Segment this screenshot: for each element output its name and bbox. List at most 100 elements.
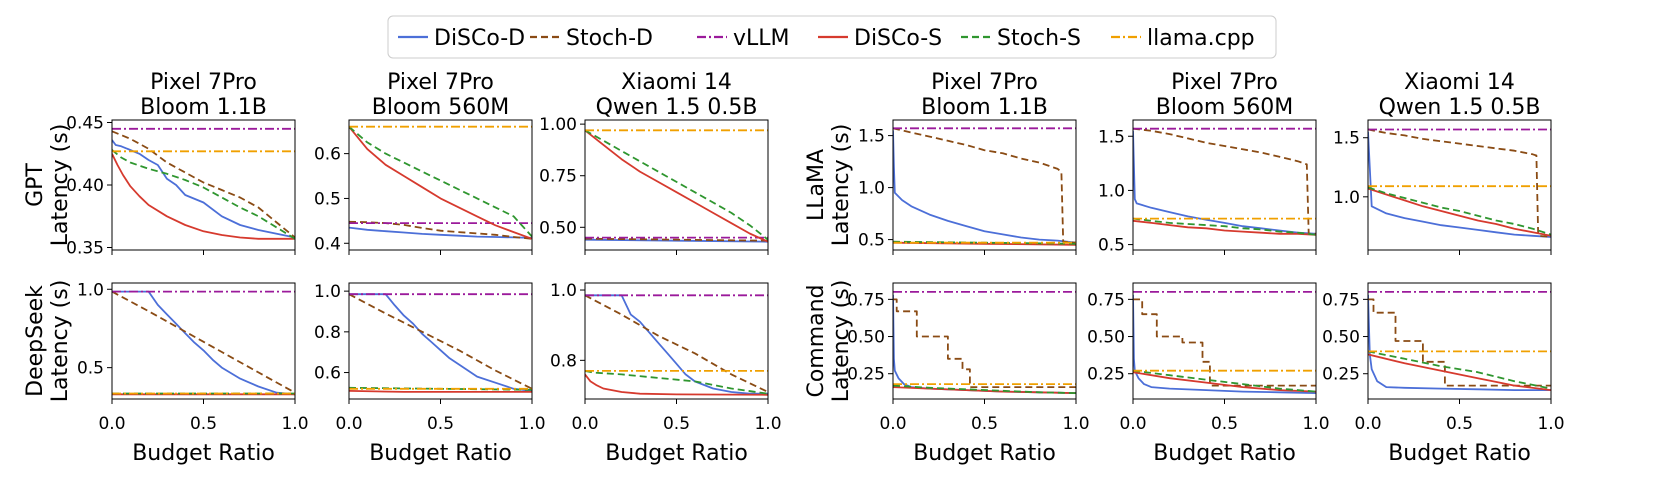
series-line-disco-s: [1133, 371, 1316, 393]
legend-label-disco-s: DiSCo-S: [854, 26, 942, 51]
panel-title: Qwen 1.5 0.5B: [1379, 95, 1541, 120]
y-tick-label: 1.0: [314, 282, 341, 302]
series-line-stoch-d: [349, 293, 532, 390]
series-line-stoch-s: [585, 129, 768, 241]
y-tick-label: 0.50: [1087, 328, 1125, 348]
panel-left-r2-c2-series: [349, 293, 532, 393]
panel-left-r2-c1: 0.5 1.0 0.0 0.5 1.0 Budget Ratio DeepSeek Laten…: [23, 280, 309, 466]
y-tick-label: 0.75: [539, 167, 577, 187]
y-tick-label: 1.5: [1333, 129, 1360, 149]
y-tick-label: 0.45: [66, 114, 104, 134]
x-tick-label: 0.5: [971, 414, 998, 434]
y-tick-label: 1.0: [1098, 181, 1125, 201]
y-tick-label: 0.75: [847, 290, 885, 310]
series-line-disco-d: [349, 293, 532, 392]
panel-right-r2-c3-series: [1368, 290, 1551, 392]
panel-right-r1-c2-series: [1133, 127, 1316, 236]
y-tick-label: 0.50: [539, 218, 577, 238]
series-line-stoch-s: [1368, 186, 1551, 236]
y-tick-label: 0.5: [1098, 236, 1125, 256]
y-tick-label: 0.75: [1322, 290, 1360, 310]
legend-item-llama-cpp: llama.cpp: [1111, 26, 1255, 51]
x-tick-label: 0.0: [335, 414, 362, 434]
series-line-disco-s: [349, 126, 532, 240]
legend-item-stoch-s: Stoch-S: [961, 26, 1081, 51]
series-line-disco-d: [893, 130, 1076, 244]
series-line-stoch-d: [112, 290, 295, 394]
x-tick-label: 0.0: [571, 414, 598, 434]
series-line-stoch-d: [349, 220, 532, 240]
series-line-disco-d: [1368, 294, 1551, 392]
panel-right-r1-c1-series: [893, 127, 1076, 246]
panel-title: Xiaomi 14: [621, 70, 732, 95]
y-axis-label: DeepSeek: [23, 285, 48, 397]
series-line-stoch-d: [893, 127, 1076, 244]
series-line-stoch-d: [585, 237, 768, 242]
x-tick-label: 0.0: [1354, 414, 1381, 434]
panel-right-r2-c2-series: [1133, 290, 1316, 394]
y-tick-label: 1.0: [550, 281, 577, 301]
y-tick-label: 0.50: [847, 328, 885, 348]
panel-right-r2-c1: 0.25 0.50 0.75 0.0 0.5 1.0 Budget Ratio Command…: [804, 280, 1090, 466]
panel-left-r2-c1-series: [112, 290, 295, 396]
y-axis-label: Latency (s): [829, 280, 854, 403]
series-line-stoch-s: [112, 149, 295, 240]
y-tick-label: 0.40: [66, 176, 104, 196]
legend-label-disco-d: DiSCo-D: [434, 26, 525, 51]
panel-right-r2-c3: 0.25 0.50 0.75 0.0 0.5 1.0 Budget Ratio: [1322, 282, 1565, 466]
x-tick-label: 0.5: [427, 414, 454, 434]
series-line-disco-s: [112, 153, 295, 240]
y-tick-label: 0.4: [314, 234, 341, 254]
y-tick-label: 0.8: [314, 323, 341, 343]
y-axis-label: GPT: [23, 163, 48, 207]
x-tick-label: 1.0: [518, 414, 545, 434]
legend-label-stoch-d: Stoch-D: [566, 26, 653, 51]
x-tick-label: 1.0: [1062, 414, 1089, 434]
y-tick-label: 1.00: [539, 115, 577, 135]
series-line-disco-s: [349, 390, 532, 393]
series-line-stoch-d: [1368, 128, 1551, 238]
legend-label-llama-cpp: llama.cpp: [1147, 26, 1255, 51]
y-tick-label: 1.5: [1098, 127, 1125, 147]
series-line-disco-s: [1133, 219, 1316, 236]
series-line-stoch-d: [1133, 298, 1316, 387]
series-line-stoch-d: [1133, 127, 1316, 235]
panel-title: Pixel 7Pro: [931, 70, 1038, 95]
x-tick-label: 0.0: [98, 414, 125, 434]
series-line-stoch-s: [893, 384, 1076, 394]
x-axis-label: Budget Ratio: [369, 441, 512, 466]
x-axis-label: Budget Ratio: [605, 441, 748, 466]
legend-item-disco-s: DiSCo-S: [818, 26, 942, 51]
y-tick-label: 1.0: [858, 179, 885, 199]
panel-title: Xiaomi 14: [1404, 70, 1515, 95]
series-line-stoch-s: [1133, 217, 1316, 236]
x-tick-label: 1.0: [281, 414, 308, 434]
x-tick-label: 0.5: [1211, 414, 1238, 434]
x-axis-label: Budget Ratio: [132, 441, 275, 466]
series-line-disco-s: [585, 129, 768, 243]
y-tick-label: 0.5: [77, 359, 104, 379]
y-tick-label: 0.75: [1087, 290, 1125, 310]
y-tick-label: 0.50: [1322, 328, 1360, 348]
panel-left-r1-c1-series: [112, 127, 295, 240]
x-tick-label: 1.0: [754, 414, 781, 434]
panel-right-r1-c3-series: [1368, 128, 1551, 238]
y-tick-label: 0.6: [314, 364, 341, 384]
x-tick-label: 1.0: [1302, 414, 1329, 434]
x-tick-label: 0.0: [1119, 414, 1146, 434]
x-tick-label: 0.0: [879, 414, 906, 434]
series-line-disco-d: [349, 226, 532, 239]
y-tick-label: 0.8: [550, 351, 577, 371]
panel-title: Bloom 560M: [1156, 95, 1294, 120]
y-tick-label: 1.0: [77, 280, 104, 300]
legend-label-stoch-s: Stoch-S: [997, 26, 1081, 51]
series-line-disco-d: [1368, 131, 1551, 238]
y-tick-label: 0.5: [314, 189, 341, 209]
legend: DiSCo-D Stoch-D vLLM DiSCo-S Stoch-S llama.cp…: [387, 15, 1277, 59]
series-line-disco-s: [1368, 353, 1551, 391]
